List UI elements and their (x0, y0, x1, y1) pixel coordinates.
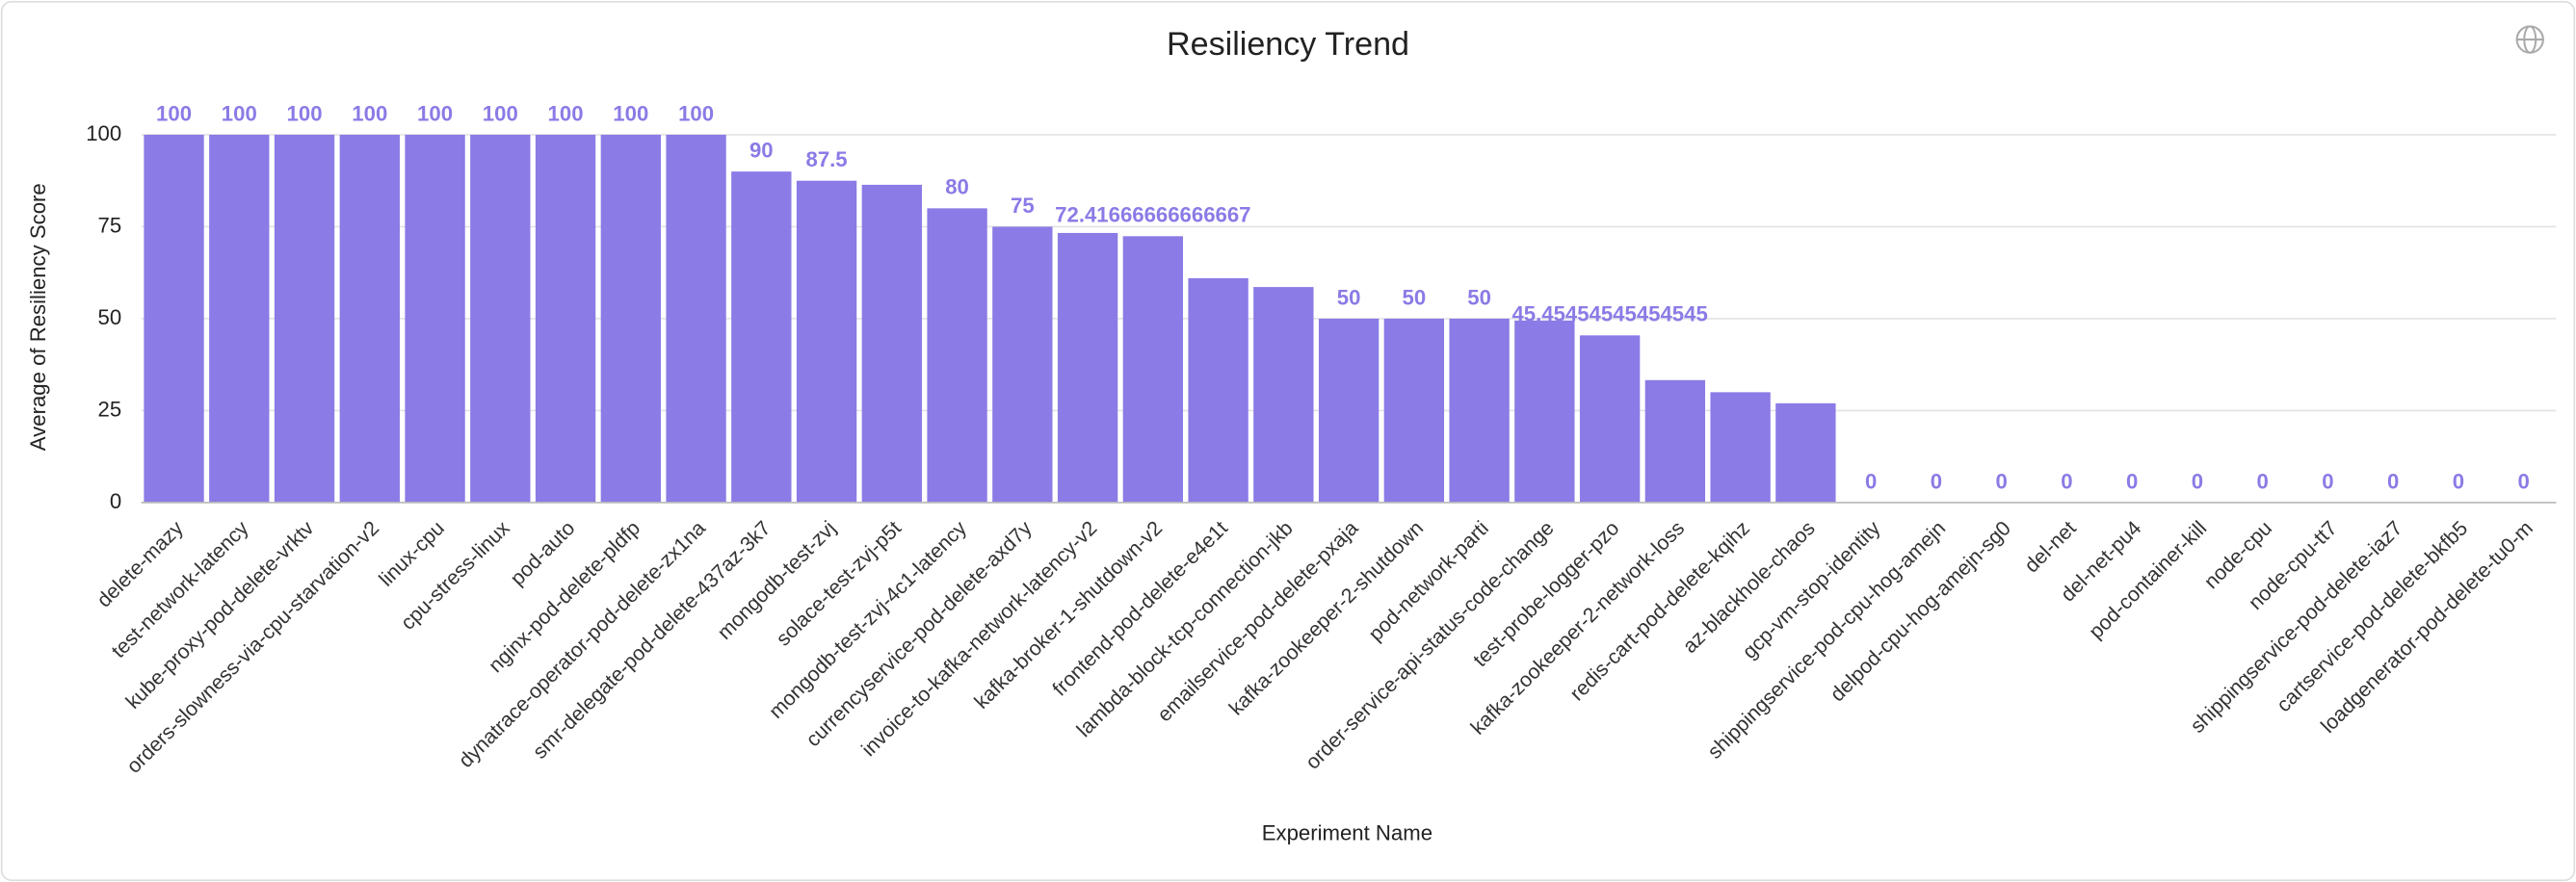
value-label: 45.45454545454545 (1511, 302, 1707, 326)
x-axis-title: Experiment Name (1262, 820, 1433, 844)
value-label: 100 (613, 101, 648, 125)
bar (1188, 277, 1249, 503)
value-label: 50 (1467, 285, 1491, 309)
value-label: 0 (1865, 469, 1877, 493)
bar (209, 134, 270, 503)
bar (1449, 318, 1510, 503)
value-label: 0 (2061, 469, 2072, 493)
y-axis-title: Average of Resiliency Score (26, 183, 50, 451)
bar (600, 134, 661, 503)
bar (405, 134, 465, 503)
value-label: 100 (483, 101, 518, 125)
bar (731, 171, 792, 503)
value-label: 100 (156, 101, 192, 125)
y-tick-label: 50 (98, 305, 122, 329)
value-label: 50 (1403, 285, 1427, 309)
bar (1579, 335, 1641, 503)
bar (1383, 318, 1445, 503)
bar (1122, 236, 1184, 503)
value-label: 100 (287, 101, 323, 125)
value-label: 50 (1337, 285, 1361, 309)
bar (1710, 392, 1771, 503)
globe-icon[interactable] (2515, 25, 2544, 54)
bar (1514, 320, 1575, 503)
bar (927, 208, 987, 503)
value-label: 0 (2322, 469, 2333, 493)
value-label: 0 (2387, 469, 2399, 493)
value-label: 75 (1011, 194, 1035, 218)
chart-title: Resiliency Trend (1167, 26, 1409, 63)
bar (535, 134, 596, 503)
value-label: 100 (222, 101, 257, 125)
bar (666, 134, 726, 503)
bar (1775, 402, 1836, 503)
y-tick-label: 75 (98, 213, 122, 237)
bar (861, 184, 922, 503)
value-label: 0 (1931, 469, 1942, 493)
value-label: 100 (417, 101, 453, 125)
bar (274, 134, 335, 503)
value-label: 0 (2453, 469, 2464, 493)
bar (470, 134, 531, 503)
value-label: 0 (2126, 469, 2138, 493)
bar (144, 134, 204, 503)
bar (796, 180, 857, 503)
value-label: 0 (2256, 469, 2268, 493)
bar (992, 226, 1053, 503)
bar (1318, 318, 1380, 503)
y-tick-label: 100 (86, 121, 121, 145)
value-label: 100 (352, 101, 387, 125)
bar (339, 134, 400, 503)
value-label: 0 (2192, 469, 2203, 493)
value-label: 0 (1995, 469, 2007, 493)
value-label: 100 (678, 101, 714, 125)
bar (1057, 232, 1118, 503)
y-tick-label: 0 (110, 489, 121, 513)
value-label: 80 (945, 175, 969, 199)
value-label: 87.5 (806, 147, 848, 171)
bar (1644, 379, 1706, 503)
value-label: 90 (749, 139, 774, 163)
bar (1253, 287, 1314, 503)
value-label: 0 (2517, 469, 2529, 493)
value-label: 100 (548, 101, 584, 125)
value-label: 72.41666666666667 (1055, 203, 1250, 227)
y-tick-label: 25 (98, 397, 122, 421)
